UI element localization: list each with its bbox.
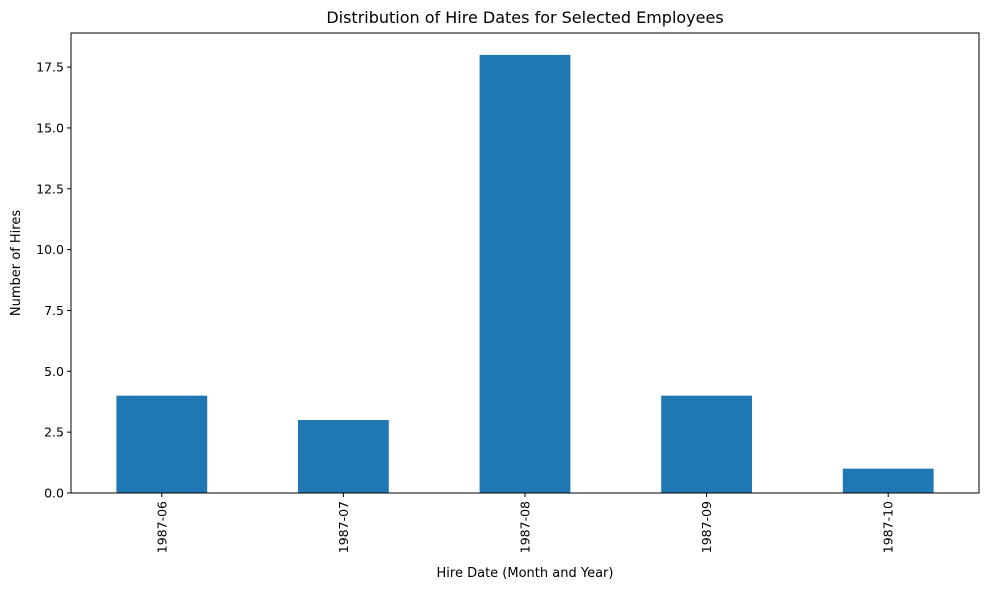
- y-tick-label: 0.0: [44, 486, 64, 501]
- plot-frame: [70, 32, 980, 494]
- y-tick-label: 2.5: [44, 425, 64, 440]
- bar-1987-07: [298, 419, 389, 493]
- y-tick-label: 7.5: [44, 303, 64, 318]
- y-axis-ticks: 0.0 2.5 5.0 7.5 10.0 12.5 15.0 17.5: [36, 60, 71, 501]
- bar-series: [116, 54, 934, 494]
- y-tick-label: 17.5: [36, 60, 64, 75]
- x-tick-label: 1987-09: [699, 501, 714, 553]
- bar-1987-10: [842, 468, 934, 493]
- y-tick-label: 5.0: [44, 364, 64, 379]
- chart-title: Distribution of Hire Dates for Selected …: [326, 8, 723, 27]
- x-axis-ticks: 1987-06 1987-07 1987-08 1987-09 1987-10: [154, 493, 896, 553]
- x-tick-label: 1987-07: [336, 501, 351, 553]
- y-axis-label: Number of Hires: [9, 210, 24, 316]
- bar-1987-09: [661, 395, 752, 493]
- bar-1987-06: [116, 395, 208, 493]
- x-tick-label: 1987-08: [518, 501, 533, 553]
- bar-1987-08: [479, 54, 571, 494]
- y-tick-label: 15.0: [36, 120, 64, 135]
- x-axis-label: Hire Date (Month and Year): [437, 566, 614, 581]
- x-tick-label: 1987-10: [881, 501, 896, 553]
- y-tick-label: 10.0: [36, 242, 64, 257]
- x-tick-label: 1987-06: [154, 501, 169, 553]
- y-tick-label: 12.5: [36, 181, 64, 196]
